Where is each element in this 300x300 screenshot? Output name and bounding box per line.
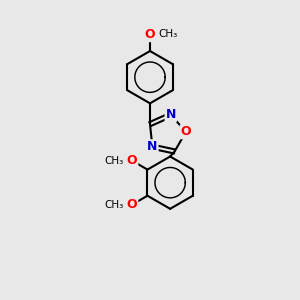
Text: N: N (147, 140, 158, 153)
Text: CH₃: CH₃ (104, 156, 124, 166)
Text: O: O (181, 125, 191, 138)
Text: CH₃: CH₃ (104, 200, 124, 210)
Text: O: O (145, 28, 155, 41)
Text: CH₃: CH₃ (158, 29, 178, 39)
Text: O: O (127, 198, 137, 211)
Text: O: O (127, 154, 137, 167)
Text: N: N (166, 108, 176, 122)
